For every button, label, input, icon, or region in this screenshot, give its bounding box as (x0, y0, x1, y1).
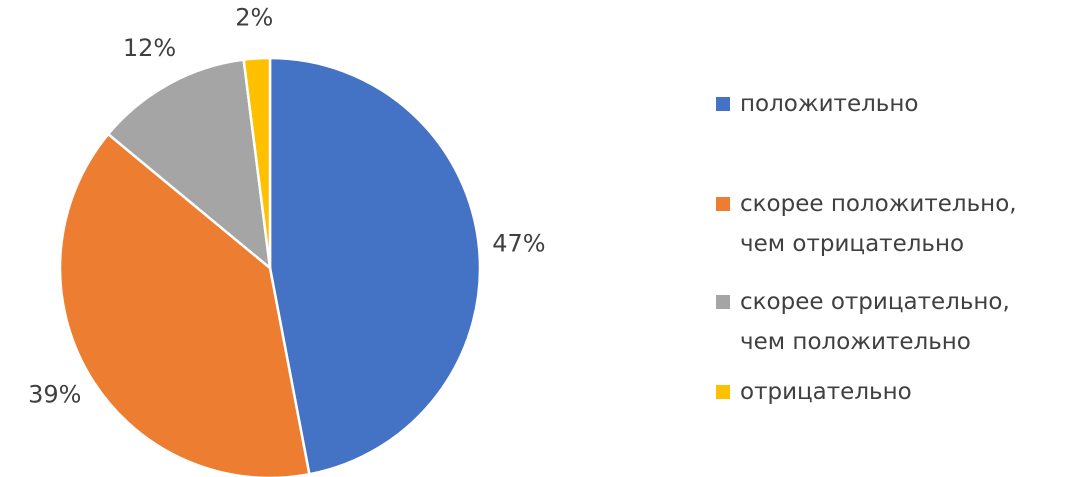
pie-slice (268, 56, 482, 476)
data-label: 12% (123, 34, 176, 62)
legend-swatch (716, 295, 730, 309)
legend-swatch (716, 97, 730, 111)
legend-item: отрицательно (716, 372, 1056, 412)
data-label: 47% (492, 229, 545, 257)
legend-label: положительно (740, 91, 919, 117)
legend-swatch (716, 197, 730, 211)
legend-item: положительно (716, 84, 1056, 124)
legend-label: скорее положительно, чем отрицательно (740, 191, 1017, 257)
pie-slice (106, 58, 272, 271)
pie-slice (242, 56, 272, 269)
data-label: 2% (235, 3, 273, 31)
legend-item: скорее положительно, чем отрицательно (716, 184, 1056, 264)
legend-swatch (716, 385, 730, 399)
data-label: 39% (28, 380, 81, 408)
legend-label: отрицательно (740, 379, 912, 405)
legend-label: скорее отрицательно, чем положительно (740, 289, 1010, 355)
pie-slice (58, 132, 311, 477)
legend-item: скорее отрицательно, чем положительно (716, 282, 1056, 362)
